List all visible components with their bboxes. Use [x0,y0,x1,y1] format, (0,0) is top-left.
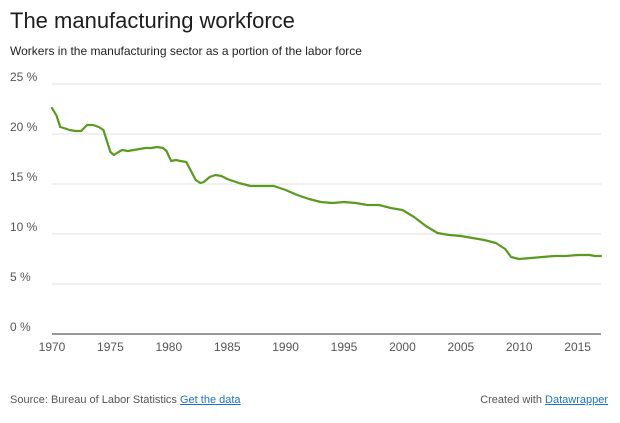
y-tick-label: 15 % [10,170,38,184]
grid-lines [52,83,601,335]
x-tick-label: 2010 [506,340,533,354]
x-tick-label: 1995 [331,340,358,354]
x-axis-labels: 1970 1975 1980 1985 1990 1995 2000 2005 2010 2015 [39,340,592,354]
credit-note: Created with Datawrapper [480,394,608,406]
source-label: Source: Bureau of Labor Statistics [10,394,177,406]
x-tick-label: 1990 [272,340,299,354]
series-line [50,106,603,261]
x-tick-label: 2015 [564,340,591,354]
chart-title: The manufacturing workforce [10,8,295,33]
x-tick-label: 2000 [389,340,416,354]
x-tick-label: 1985 [214,340,241,354]
y-tick-label: 25 % [10,70,38,84]
x-tick-label: 2005 [447,340,474,354]
source-note: Source: Bureau of Labor Statistics Get t… [10,394,241,406]
x-tick-label: 1975 [97,340,124,354]
y-axis-labels: 0 % 5 % 10 % 15 % 20 % 25 % [10,70,38,334]
y-tick-label: 10 % [10,220,38,234]
chart-subtitle: Workers in the manufacturing sector as a… [10,44,362,58]
datawrapper-link[interactable]: Datawrapper [545,394,608,406]
x-tick-label: 1980 [155,340,182,354]
y-tick-label: 5 % [10,270,31,284]
y-tick-label: 0 % [10,320,31,334]
get-data-link[interactable]: Get the data [180,394,241,406]
y-tick-label: 20 % [10,120,38,134]
series-layer [50,106,603,261]
x-tick-label: 1970 [39,340,66,354]
created-with-label: Created with [480,394,542,406]
